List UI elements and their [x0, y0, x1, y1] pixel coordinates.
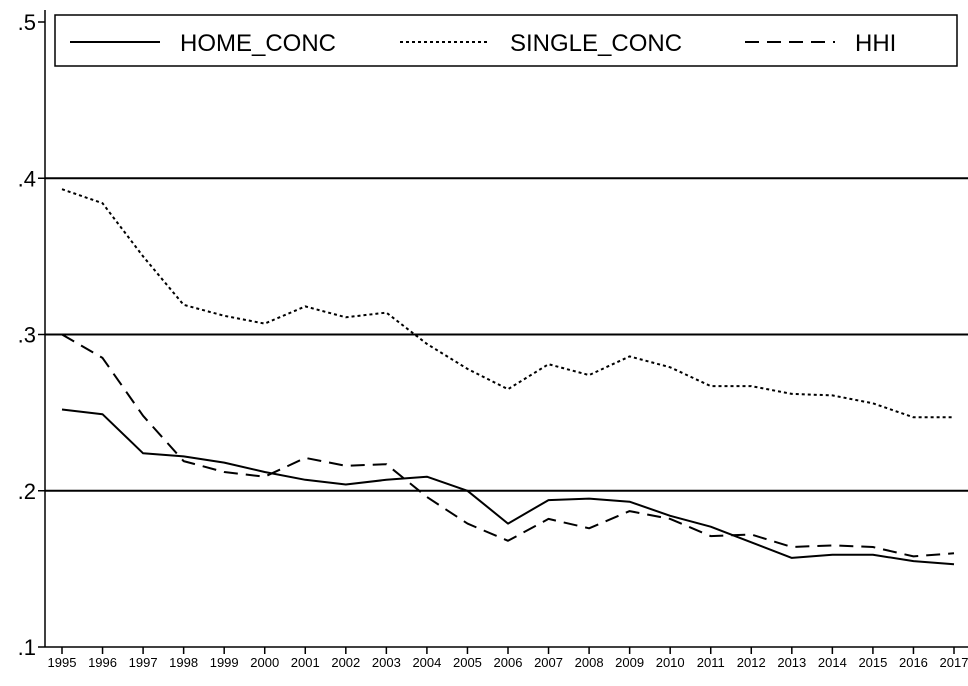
- x-tick-label: 1999: [210, 655, 239, 670]
- x-tick-label: 2004: [412, 655, 441, 670]
- x-tick-label: 2016: [899, 655, 928, 670]
- x-tick-label: 2010: [656, 655, 685, 670]
- x-tick-label: 2009: [615, 655, 644, 670]
- y-tick-label: .5: [18, 10, 36, 35]
- y-tick-label: .2: [18, 479, 36, 504]
- y-tick-label: .1: [18, 635, 36, 660]
- x-tick-label: 2000: [250, 655, 279, 670]
- x-tick-label: 1998: [169, 655, 198, 670]
- x-tick-label: 2012: [737, 655, 766, 670]
- gridlines: [45, 177, 968, 492]
- series-lines: [61, 188, 955, 566]
- x-tick-label: 1995: [48, 655, 77, 670]
- x-tick-label: 2008: [575, 655, 604, 670]
- legend-box: [54, 14, 958, 67]
- x-tick-label: 2003: [372, 655, 401, 670]
- legend: HOME_CONC SINGLE_CONC HHI: [54, 14, 958, 67]
- x-tick-label: 2001: [291, 655, 320, 670]
- x-tick-label: 2014: [818, 655, 847, 670]
- y-axis-ticks: .1 .2 .3 .4 .5: [18, 10, 45, 660]
- x-tick-label: 2015: [858, 655, 887, 670]
- x-axis-ticks: 1995 1996 1997 1998 1999 2000 2001 2002 2003 2004…: [48, 647, 968, 670]
- x-tick-label: 2007: [534, 655, 563, 670]
- legend-label-home-conc: HOME_CONC: [180, 30, 336, 57]
- x-tick-label: 2006: [494, 655, 523, 670]
- series-line-home-conc: [61, 408, 955, 566]
- legend-label-hhi: HHI: [855, 30, 896, 57]
- series-line-single-conc: [61, 188, 954, 419]
- x-tick-label: 1996: [88, 655, 117, 670]
- series-line-hhi: [61, 333, 955, 558]
- x-tick-label: 2005: [453, 655, 482, 670]
- y-tick-label: .3: [18, 323, 36, 348]
- x-tick-label: 1997: [129, 655, 158, 670]
- x-tick-label: 2013: [777, 655, 806, 670]
- legend-label-single-conc: SINGLE_CONC: [510, 30, 682, 57]
- y-tick-label: .4: [18, 166, 36, 191]
- x-tick-label: 2011: [697, 655, 725, 670]
- x-tick-label: 2017: [940, 655, 968, 670]
- x-tick-label: 2002: [331, 655, 360, 670]
